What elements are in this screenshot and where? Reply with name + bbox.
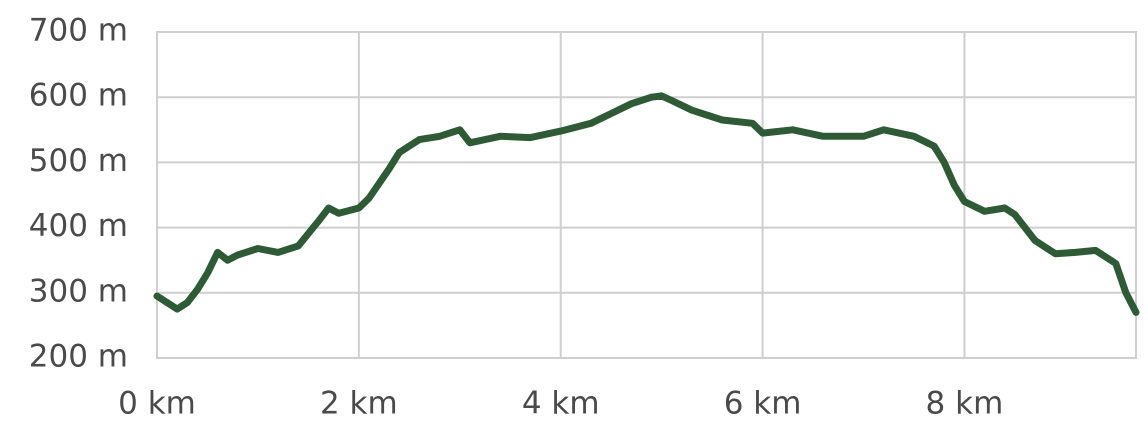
x-tick-label: 8 km bbox=[926, 386, 1004, 422]
y-tick-label: 500 m bbox=[29, 143, 128, 179]
y-tick-label: 700 m bbox=[29, 13, 128, 49]
plot-frame bbox=[156, 31, 1137, 359]
x-tick-label: 4 km bbox=[522, 386, 600, 422]
y-tick-label: 300 m bbox=[29, 273, 128, 309]
x-tick-label: 0 km bbox=[118, 386, 196, 422]
x-tick-label: 2 km bbox=[320, 386, 398, 422]
y-tick-label: 400 m bbox=[29, 208, 128, 244]
y-tick-label: 200 m bbox=[29, 339, 128, 375]
y-tick-label: 600 m bbox=[29, 78, 128, 114]
x-tick-label: 6 km bbox=[724, 386, 802, 422]
elevation-line bbox=[153, 92, 1140, 316]
